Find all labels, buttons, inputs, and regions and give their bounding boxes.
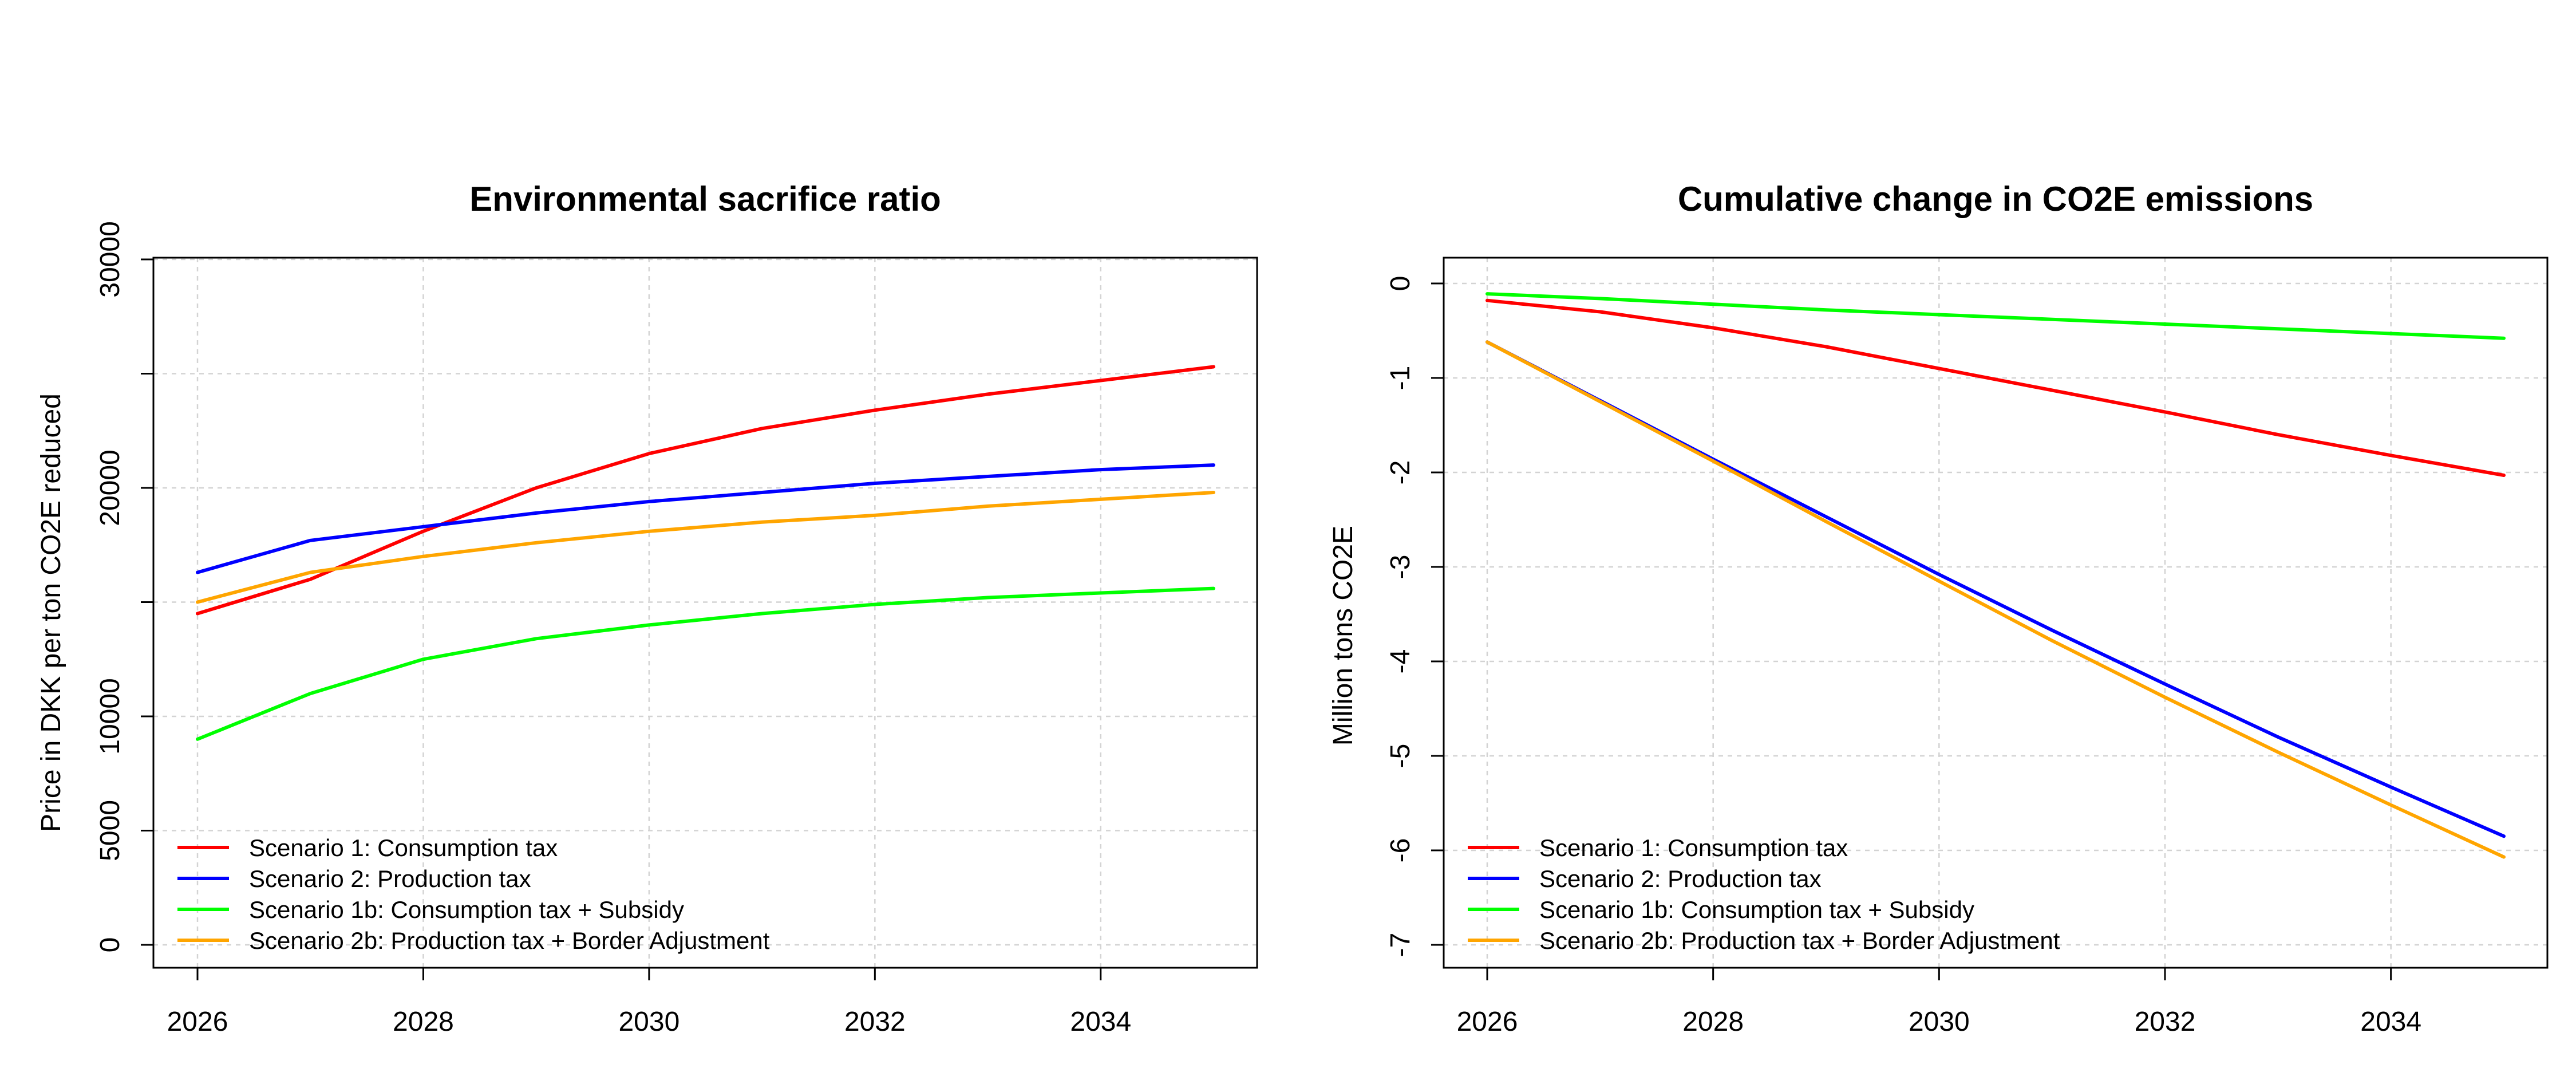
legend-label: Scenario 2: Production tax — [249, 865, 531, 892]
x-axis: 2026 2028 2030 2032 2034 — [1457, 968, 2421, 1037]
x-tick-label: 2030 — [1909, 1007, 1970, 1037]
legend-label: Scenario 2b: Production tax + Border Adj… — [1539, 927, 2060, 954]
y-tick-label: 20000 — [95, 450, 125, 526]
legend-label: Scenario 1: Consumption tax — [249, 834, 558, 861]
y-tick-label: 0 — [95, 937, 125, 953]
y-axis: 0 5000 10000 20000 30000 — [95, 221, 153, 952]
series-line — [196, 463, 1215, 574]
grid — [1444, 258, 2547, 968]
y-tick-label: 30000 — [95, 221, 125, 297]
legend-label: Scenario 1b: Consumption tax + Subsidy — [1539, 896, 1974, 923]
y-tick-label: -6 — [1385, 838, 1416, 863]
grid — [153, 258, 1257, 968]
x-tick-label: 2028 — [1682, 1007, 1744, 1037]
y-tick-label: -5 — [1385, 744, 1416, 768]
x-tick-label: 2032 — [2135, 1007, 2196, 1037]
series-line — [196, 365, 1215, 616]
series-line — [1485, 298, 2506, 477]
sacrifice-ratio-panel: Environmental sacrifice ratio 2026 2028 20… — [36, 180, 1258, 1037]
plot-frame — [1443, 257, 2549, 969]
legend-label: Scenario 2b: Production tax + Border Adj… — [249, 927, 770, 954]
series-line — [1485, 340, 2506, 859]
series-line — [1485, 292, 2506, 340]
x-axis: 2026 2028 2030 2032 2034 — [167, 968, 1131, 1037]
y-axis: 0 -1 -2 -3 -4 -5 -6 -7 — [1385, 276, 1444, 957]
y-tick-label: 10000 — [95, 678, 125, 754]
y-tick-label: 0 — [1385, 276, 1416, 291]
series-line — [196, 586, 1215, 741]
series-lines — [1485, 292, 2506, 859]
y-tick-label: -1 — [1385, 366, 1416, 391]
x-tick-label: 2026 — [1457, 1007, 1518, 1037]
x-tick-label: 2030 — [618, 1007, 679, 1037]
y-tick-label: -3 — [1385, 555, 1416, 580]
y-tick-label: -7 — [1385, 933, 1416, 957]
y-axis-label: Million tons CO2E — [1328, 526, 1358, 746]
legend: Scenario 1: Consumption tax Scenario 2: P… — [177, 834, 770, 954]
x-tick-label: 2034 — [1070, 1007, 1131, 1037]
x-tick-label: 2034 — [2360, 1007, 2421, 1037]
series-line — [1485, 340, 2506, 838]
y-tick-label: 5000 — [95, 800, 125, 861]
y-tick-label: -4 — [1385, 649, 1416, 674]
chart-title: Environmental sacrifice ratio — [469, 180, 941, 218]
legend-label: Scenario 1b: Consumption tax + Subsidy — [249, 896, 684, 923]
legend-label: Scenario 2: Production tax — [1539, 865, 1822, 892]
plot-frame — [152, 257, 1258, 969]
y-tick-label: -2 — [1385, 460, 1416, 485]
chart-title: Cumulative change in CO2E emissions — [1678, 180, 2313, 218]
x-tick-label: 2028 — [393, 1007, 454, 1037]
x-tick-label: 2026 — [167, 1007, 228, 1037]
y-axis-label: Price in DKK per ton CO2E reduced — [36, 393, 66, 832]
series-line — [196, 491, 1215, 604]
series-lines — [196, 365, 1215, 741]
x-tick-label: 2032 — [844, 1007, 906, 1037]
legend: Scenario 1: Consumption tax Scenario 2: P… — [1468, 834, 2060, 954]
legend-label: Scenario 1: Consumption tax — [1539, 834, 1848, 861]
cumulative-emissions-panel: Cumulative change in CO2E emissions 2026… — [1328, 180, 2549, 1037]
